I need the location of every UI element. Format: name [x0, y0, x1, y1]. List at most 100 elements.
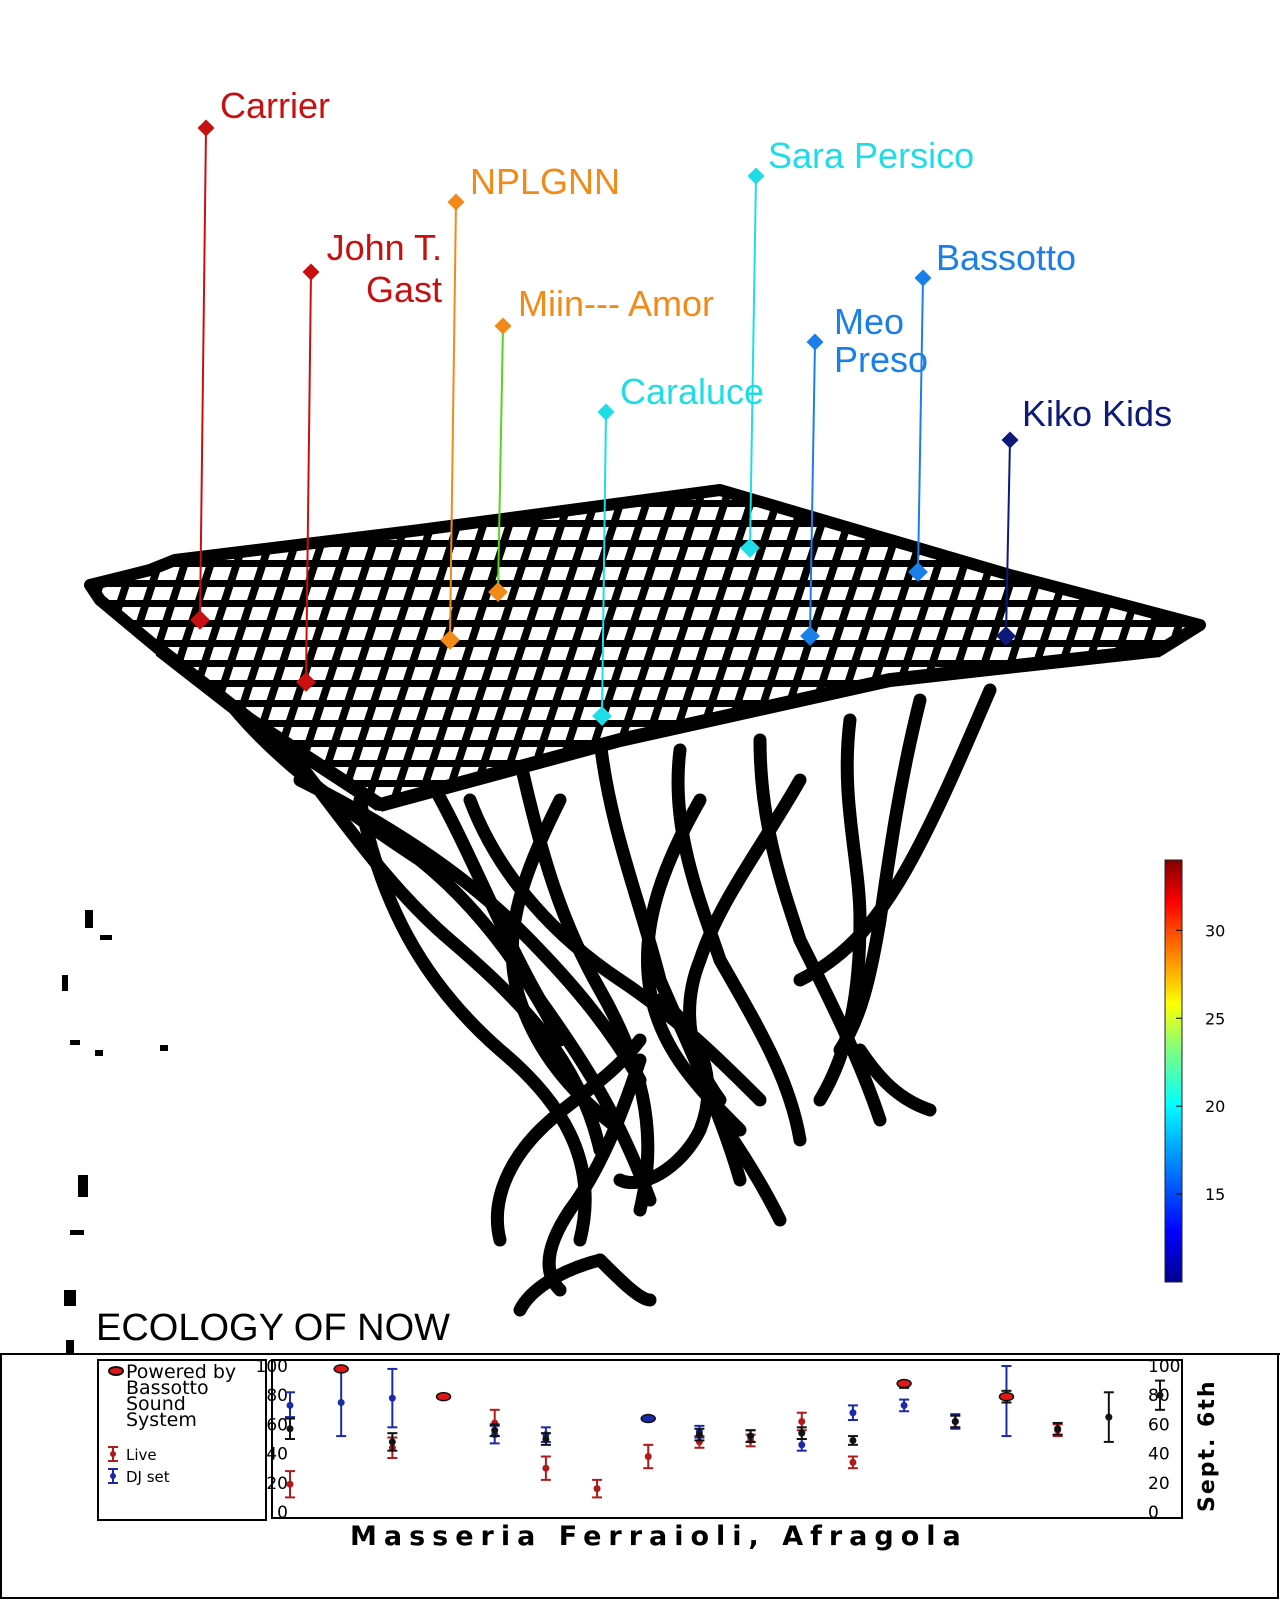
point-live [592, 1478, 603, 1499]
colorbar-tick-label: 25 [1205, 1009, 1225, 1028]
point-powered-by-bassotto-sound-system [745, 1429, 756, 1443]
stem-sara-persico [749, 175, 757, 549]
artist-label-bassotto: Bassotto [936, 237, 1076, 278]
y-tick-right: 60 [1148, 1415, 1170, 1435]
stem-meo-preso [809, 341, 816, 637]
colorbar-tick-label: 15 [1205, 1185, 1225, 1204]
artist-label-line: NPLGNN [470, 161, 620, 202]
point-live [847, 1455, 858, 1470]
y-tick-left: 0 [277, 1503, 288, 1523]
point-marker [388, 1394, 396, 1402]
colorbar-gradient [1164, 859, 1183, 1283]
legend-box [97, 1359, 267, 1521]
point-dj-set [796, 1438, 807, 1452]
legend-dj: DJ set [108, 1468, 170, 1486]
point-live [540, 1455, 551, 1481]
artist-label-miin-amor: Miin--- Amor [518, 283, 714, 324]
marker-base-bassotto [908, 562, 928, 582]
point-highlight [896, 1378, 912, 1389]
colorbar-tick-label: 30 [1205, 921, 1225, 940]
point-powered-by-bassotto-sound-system [847, 1435, 858, 1446]
speckles [62, 910, 168, 1354]
legend-powered-line: Powered by [126, 1361, 236, 1383]
point-dj-set [899, 1398, 910, 1413]
stem-nplgnn [449, 201, 457, 641]
artist-label-line: Bassotto [936, 237, 1076, 278]
point-marker [337, 1399, 345, 1406]
point-marker [900, 1401, 908, 1409]
legend-powered-line: Bassotto [126, 1377, 209, 1399]
y-tick-right: 40 [1148, 1445, 1170, 1465]
point-marker [798, 1429, 806, 1437]
marker-top-john-t-gast [302, 263, 320, 281]
marker-base-sara-persico [740, 538, 760, 558]
y-axis-left: 100 80 60 40 20 0 [256, 1357, 288, 1523]
artist-label-line: Meo [834, 301, 904, 342]
artist-label-line: John T. [327, 227, 442, 268]
marker-top-kiko-kids [1001, 431, 1019, 449]
y-tick-left: 60 [266, 1415, 288, 1435]
plot-frame [271, 1359, 1183, 1519]
marker-base-john-t-gast [296, 672, 316, 692]
point-marker-large [435, 1391, 452, 1402]
point-marker [798, 1441, 806, 1449]
stem-caraluce [601, 411, 607, 717]
artist-label-kiko-kids: Kiko Kids [1022, 393, 1172, 434]
point-powered-by-bassotto-sound-system [489, 1423, 500, 1438]
stem-kiko-kids [1005, 439, 1011, 637]
point-powered-by-bassotto-sound-system [950, 1414, 961, 1429]
point-marker [542, 1464, 550, 1472]
point-marker [542, 1435, 550, 1443]
point-dj-set [847, 1404, 858, 1422]
y-tick-right: 0 [1148, 1503, 1159, 1523]
point-dj-set [336, 1367, 347, 1438]
artist-label-line: Kiko Kids [1022, 393, 1172, 434]
point-marker [695, 1431, 703, 1439]
point-powered-by-bassotto-sound-system [285, 1417, 295, 1440]
point-marker [1054, 1425, 1062, 1433]
stem-miin-amor [497, 325, 504, 593]
point-highlight-blue [640, 1413, 656, 1424]
legend-powered-line: System [126, 1409, 197, 1431]
artist-label-john-t-gast: John T. Gast [327, 227, 442, 310]
point-marker [1105, 1413, 1113, 1421]
y-tick-left: 40 [266, 1445, 288, 1465]
marker-top-meo-preso [806, 333, 824, 351]
colorbar-tick-label: 20 [1205, 1097, 1225, 1116]
point-marker [951, 1417, 959, 1425]
artist-label-line: Caraluce [620, 371, 764, 412]
artist-label-nplgnn: NPLGNN [470, 161, 620, 202]
point-marker-large [640, 1413, 656, 1424]
marker-top-sara-persico [747, 167, 765, 185]
point-marker-large [998, 1391, 1015, 1402]
artist-label-carrier: Carrier [220, 85, 330, 126]
marker-top-carrier [197, 119, 215, 137]
artist-label-caraluce: Caraluce [620, 371, 764, 412]
artist-labels: Carrier John T. Gast NPLGNN Miin--- Amor Cara… [220, 85, 1172, 434]
colorbar: 30 25 20 15 [1164, 859, 1225, 1283]
point-powered-by-bassotto-sound-system [1103, 1391, 1114, 1443]
point-live [643, 1443, 654, 1470]
point-highlight [333, 1364, 349, 1374]
marker-top-bassotto [914, 269, 932, 287]
point-powered-by-bassotto-sound-system [694, 1427, 705, 1442]
stem-bassotto [917, 277, 924, 573]
point-marker [286, 1401, 294, 1409]
marker-base-miin-amor [488, 582, 508, 602]
point-marker [849, 1409, 857, 1417]
marker-base-kiko-kids [996, 626, 1016, 646]
marker-base-meo-preso [800, 626, 820, 646]
plot-points [285, 1364, 1165, 1499]
artist-stems [190, 119, 1019, 726]
artist-label-line: Gast [366, 269, 442, 310]
y-tick-right: 100 [1148, 1357, 1180, 1377]
legend-powered-marker [108, 1366, 124, 1376]
point-marker [491, 1426, 499, 1434]
point-dj-set [285, 1391, 295, 1419]
point-powered-by-bassotto-sound-system [796, 1426, 807, 1440]
point-marker [644, 1453, 652, 1461]
colorbar-ticks: 30 25 20 15 [1176, 921, 1225, 1204]
marker-top-miin-amor [494, 317, 512, 335]
